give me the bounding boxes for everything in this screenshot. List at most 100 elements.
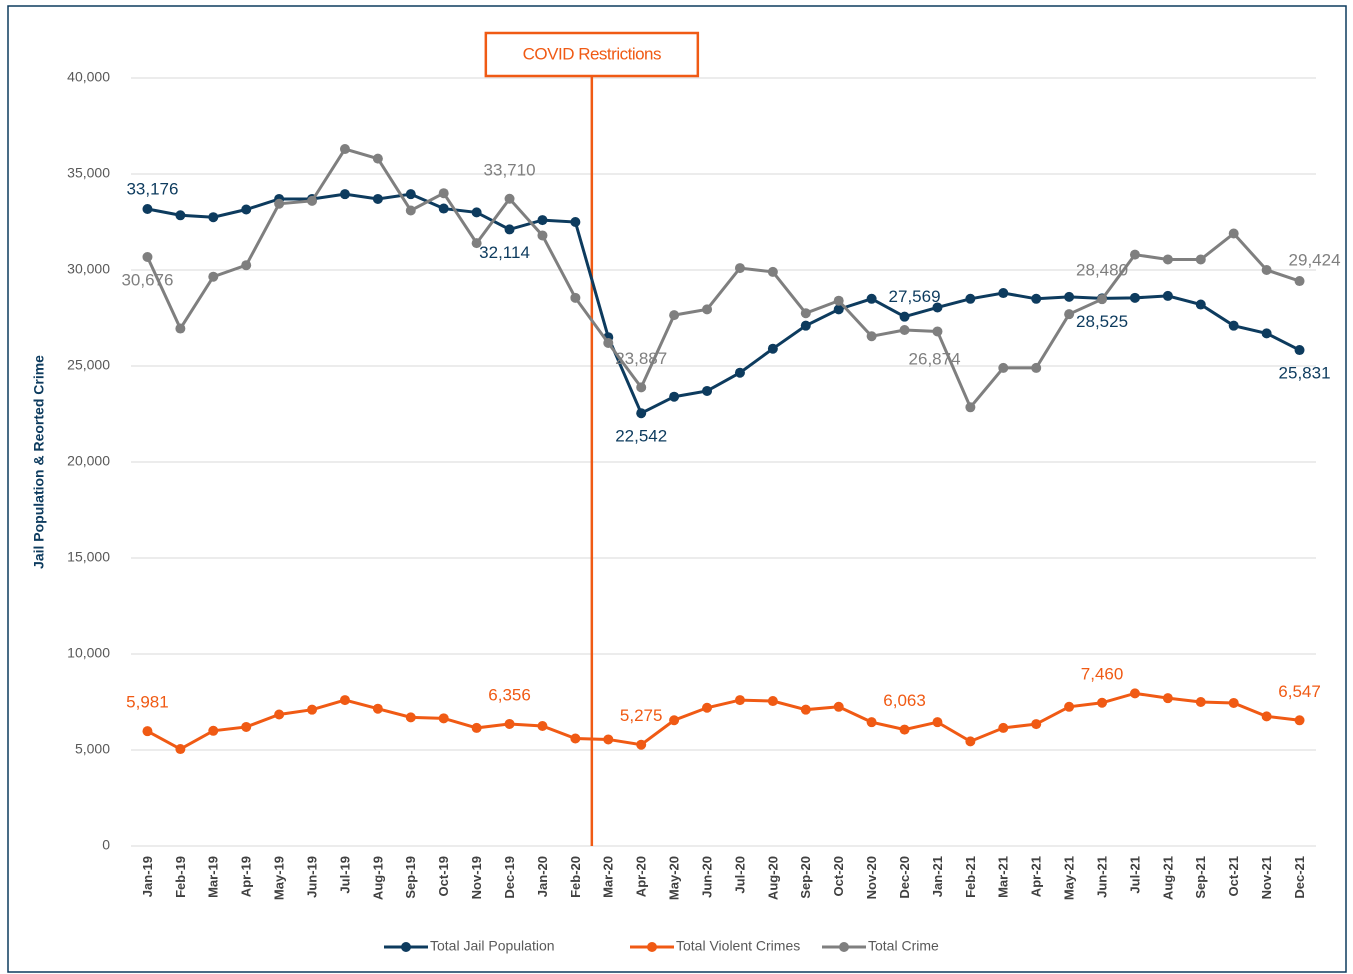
data-label: 29,424 [1289, 251, 1341, 270]
data-point [767, 266, 778, 277]
data-point [669, 391, 680, 402]
data-point [504, 193, 515, 204]
data-point [175, 323, 186, 334]
x-tick-label: Sep-19 [403, 856, 418, 899]
data-point [438, 203, 449, 214]
data-point [965, 402, 976, 413]
x-tick-label: Aug-20 [765, 856, 780, 900]
data-point [833, 295, 844, 306]
legend-label: Total Crime [868, 938, 939, 954]
series-line [147, 192, 1301, 416]
data-point [1129, 249, 1140, 260]
data-point [1261, 328, 1272, 339]
data-point [208, 271, 219, 282]
x-tick-label: May-19 [272, 856, 287, 900]
data-point [438, 713, 449, 724]
x-tick-label: Sep-21 [1193, 856, 1208, 899]
data-point [241, 204, 252, 215]
data-point [438, 188, 449, 199]
x-tick-label: Apr-19 [239, 856, 254, 897]
data-point [1228, 228, 1239, 239]
data-label: 26,874 [909, 350, 961, 369]
legend-marker [839, 942, 849, 952]
data-point [1228, 320, 1239, 331]
data-point [1064, 291, 1075, 302]
data-point [866, 293, 877, 304]
series-line [146, 147, 1301, 411]
data-point [241, 721, 252, 732]
data-label: 7,460 [1081, 664, 1124, 683]
data-point [208, 725, 219, 736]
data-label: 23,887 [615, 349, 667, 368]
data-point [1129, 292, 1140, 303]
data-point [1031, 362, 1042, 373]
data-label: 28,480 [1076, 261, 1128, 280]
series-line [146, 691, 1300, 751]
x-tick-label: Feb-21 [963, 856, 978, 898]
data-point [932, 717, 943, 728]
x-tick-label: Nov-19 [469, 856, 484, 899]
data-label: 6,063 [883, 691, 926, 710]
data-point [372, 193, 383, 204]
data-point [998, 722, 1009, 733]
x-tick-label: Apr-20 [634, 856, 649, 897]
x-tick-label: Feb-20 [568, 856, 583, 898]
data-point [965, 293, 976, 304]
data-point [142, 252, 153, 263]
data-point [932, 302, 943, 313]
data-point [833, 304, 844, 315]
x-tick-label: May-20 [667, 856, 682, 900]
data-point [175, 210, 186, 221]
y-tick-label: 15,000 [67, 549, 110, 565]
data-point [405, 712, 416, 723]
x-tick-label: Oct-21 [1226, 856, 1241, 896]
data-point [767, 696, 778, 707]
data-point [603, 734, 614, 745]
data-point [669, 310, 680, 321]
data-label: 22,542 [615, 427, 667, 446]
data-point [307, 704, 318, 715]
data-point [339, 189, 350, 200]
chart-frame [7, 5, 1347, 973]
legend-marker [401, 942, 411, 952]
data-point [1097, 697, 1108, 708]
x-tick-label: Jan-19 [140, 856, 155, 897]
y-tick-label: 10,000 [67, 645, 110, 661]
data-point [570, 292, 581, 303]
data-label: 25,831 [1279, 364, 1331, 383]
data-point [471, 722, 482, 733]
data-point [734, 263, 745, 274]
x-tick-label: Aug-19 [370, 856, 385, 900]
data-point [537, 215, 548, 226]
data-point [636, 382, 647, 393]
data-label: 32,114 [479, 243, 530, 262]
x-tick-label: Apr-21 [1029, 856, 1044, 897]
x-tick-label: Oct-20 [831, 856, 846, 896]
x-tick-label: Jan-21 [930, 856, 945, 897]
data-point [1162, 693, 1173, 704]
legend-label: Total Violent Crimes [676, 938, 800, 954]
data-label: 5,275 [620, 706, 663, 725]
data-point [405, 189, 416, 200]
data-point [899, 325, 910, 336]
x-tick-label: Jul-19 [337, 856, 352, 894]
x-tick-label: Jun-20 [699, 856, 714, 898]
data-point [998, 288, 1009, 299]
y-tick-label: 30,000 [67, 261, 110, 277]
data-label: 27,569 [889, 287, 941, 306]
data-point [636, 739, 647, 750]
data-point [1294, 276, 1305, 287]
data-point [175, 744, 186, 755]
data-label: 6,547 [1278, 682, 1321, 701]
data-point [208, 212, 219, 223]
data-point [603, 337, 614, 348]
data-point [734, 695, 745, 706]
x-tick-label: Sep-20 [798, 856, 813, 899]
data-point [767, 343, 778, 354]
data-label: 30,676 [121, 271, 173, 290]
data-label: 33,176 [126, 180, 178, 199]
data-point [1294, 715, 1305, 726]
data-point [866, 717, 877, 728]
data-point [307, 195, 318, 206]
